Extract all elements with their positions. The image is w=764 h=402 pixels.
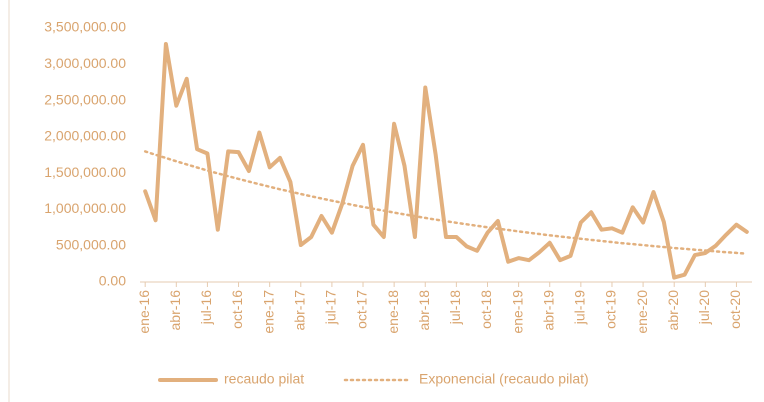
- x-tick-label: ene-17: [260, 290, 276, 334]
- y-tick-label: 2,000,000.00: [44, 128, 126, 144]
- x-tick-label: ene-18: [385, 290, 401, 334]
- y-tick-label: 2,500,000.00: [44, 91, 126, 107]
- x-tick-label: abr-19: [540, 290, 556, 331]
- y-tick-label: 500,000.00: [56, 236, 126, 252]
- data-line: [143, 42, 749, 280]
- x-tick-label: jul-20: [696, 290, 712, 325]
- y-tick-label: 0.00: [99, 273, 126, 289]
- x-tick-label: oct-18: [478, 290, 494, 329]
- y-tick-label: 1,500,000.00: [44, 164, 126, 180]
- x-tick-label: jul-18: [447, 290, 463, 325]
- x-tick-label: jul-19: [572, 290, 588, 325]
- x-tick-label: oct-16: [229, 290, 245, 329]
- x-tick-label: oct-19: [603, 290, 619, 329]
- legend-label: recaudo pilat: [224, 371, 304, 387]
- y-tick-label: 3,000,000.00: [44, 55, 126, 71]
- x-tick-label: jul-16: [198, 290, 214, 325]
- y-tick-label: 1,000,000.00: [44, 200, 126, 216]
- x-tick-label: ene-16: [136, 290, 152, 334]
- y-tick-label: 3,500,000.00: [44, 19, 126, 35]
- x-tick-label: jul-17: [323, 290, 339, 325]
- x-tick-label: oct-20: [727, 290, 743, 329]
- x-tick-label: ene-19: [509, 290, 525, 334]
- x-tick-label: abr-17: [291, 290, 307, 331]
- x-tick-label: abr-16: [167, 290, 183, 331]
- x-tick-label: abr-20: [665, 290, 681, 331]
- x-tick-label: oct-17: [354, 290, 370, 329]
- legend-label: Exponencial (recaudo pilat): [419, 371, 589, 387]
- x-tick-label: ene-20: [634, 290, 650, 334]
- x-tick-label: abr-18: [416, 290, 432, 331]
